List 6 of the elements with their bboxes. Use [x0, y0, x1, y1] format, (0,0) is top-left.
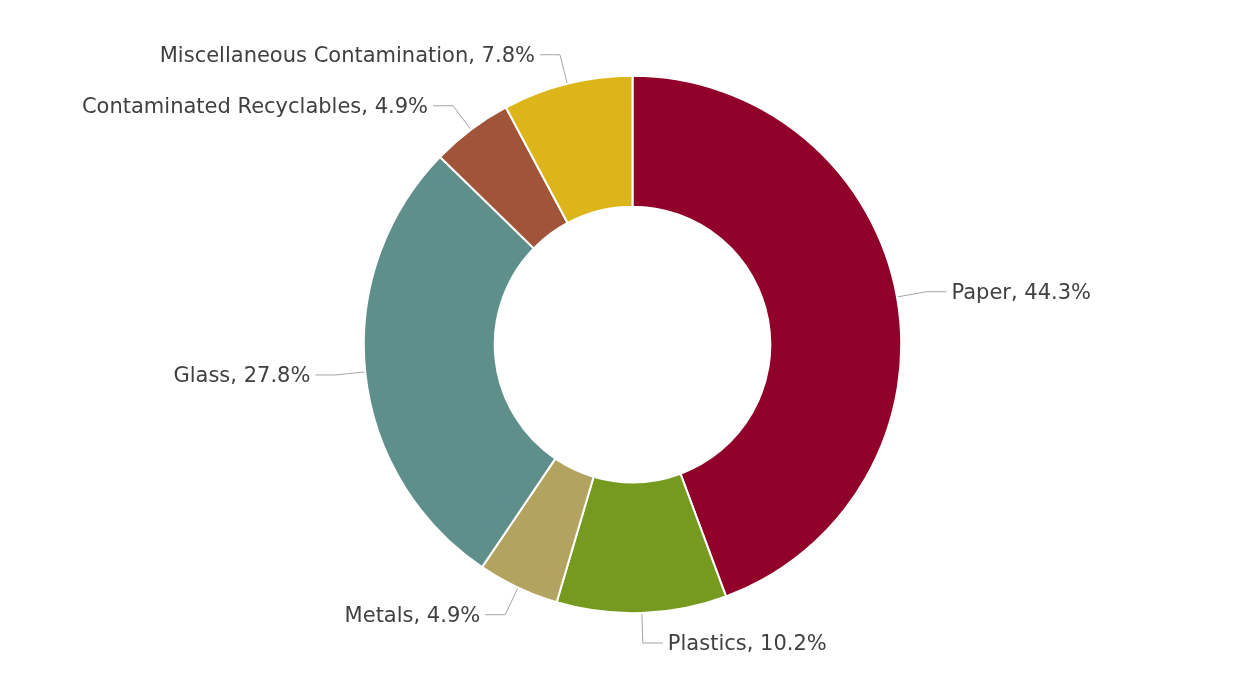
slice-label: Glass, 27.8% — [173, 362, 311, 387]
slice-label: Metals, 4.9% — [344, 602, 481, 627]
slice-label: Miscellaneous Contamination, 7.8% — [159, 42, 535, 67]
slice-label: Plastics, 10.2% — [667, 631, 827, 656]
slice-label: Contaminated Recyclables, 4.9% — [81, 93, 429, 118]
slice-label: Paper, 44.3% — [951, 279, 1092, 304]
